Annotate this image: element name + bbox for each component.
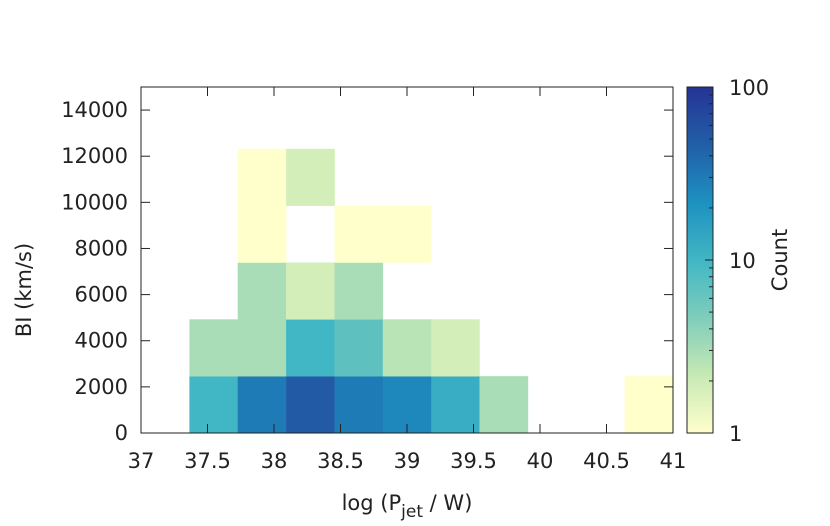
heatmap-cell [334, 319, 384, 377]
heatmap-cell [286, 319, 335, 377]
y-tick-label: 10000 [61, 190, 128, 214]
heatmap-cell [624, 376, 674, 434]
heatmap-cell [286, 148, 335, 206]
heatmap-cell [334, 205, 384, 263]
x-tick-label: 37.5 [184, 449, 231, 473]
heatmap-cell [189, 376, 238, 434]
heatmap-cell [431, 376, 480, 434]
heatmap-cell [334, 262, 384, 320]
heatmap-cell [189, 319, 238, 377]
heatmap-cell [286, 376, 335, 434]
x-axis: 37 37.5 38 38.5 39 39.5 40 40.5 41 [128, 87, 687, 473]
y-tick-label: 0 [115, 421, 128, 445]
y-axis: 0 2000 4000 6000 8000 10000 12000 14000 [61, 98, 673, 445]
heatmap-cell [479, 376, 529, 434]
x-tick-label: 39.5 [450, 449, 497, 473]
heatmap-cells [189, 148, 674, 434]
x-tick-label: 40.5 [583, 449, 630, 473]
y-tick-label: 8000 [75, 236, 128, 260]
x-axis-title: log (Pjet / W) [342, 491, 473, 522]
y-tick-label: 12000 [61, 144, 128, 168]
colorbar-title: Count [768, 229, 792, 291]
y-tick-label: 14000 [61, 98, 128, 122]
colorbar-tick-label: 10 [729, 249, 756, 273]
heatmap-cell [334, 376, 384, 434]
y-tick-label: 2000 [75, 375, 128, 399]
heatmap-cell [382, 376, 432, 434]
y-tick-label: 4000 [75, 329, 128, 353]
heatmap-cell [431, 319, 480, 377]
heatmap-cell [237, 262, 287, 320]
x-tick-label: 40 [527, 449, 554, 473]
heatmap-cell [237, 319, 287, 377]
colorbar-ticks: 1 10 100 [705, 76, 769, 446]
heatmap-cell [237, 148, 287, 206]
colorbar-tick-label: 100 [729, 76, 769, 100]
x-tick-label: 41 [660, 449, 687, 473]
x-tick-label: 38 [261, 449, 288, 473]
y-tick-label: 6000 [75, 283, 128, 307]
heatmap-cell [237, 376, 287, 434]
heatmap-cell [382, 319, 432, 377]
colorbar-tick-label: 1 [729, 422, 742, 446]
x-tick-label: 37 [128, 449, 155, 473]
x-tick-label: 39 [394, 449, 421, 473]
heatmap-cell [286, 262, 335, 320]
x-tick-label: 38.5 [317, 449, 364, 473]
heatmap-cell [237, 205, 287, 263]
heatmap-cell [382, 205, 432, 263]
y-axis-title: BI (km/s) [12, 243, 36, 337]
